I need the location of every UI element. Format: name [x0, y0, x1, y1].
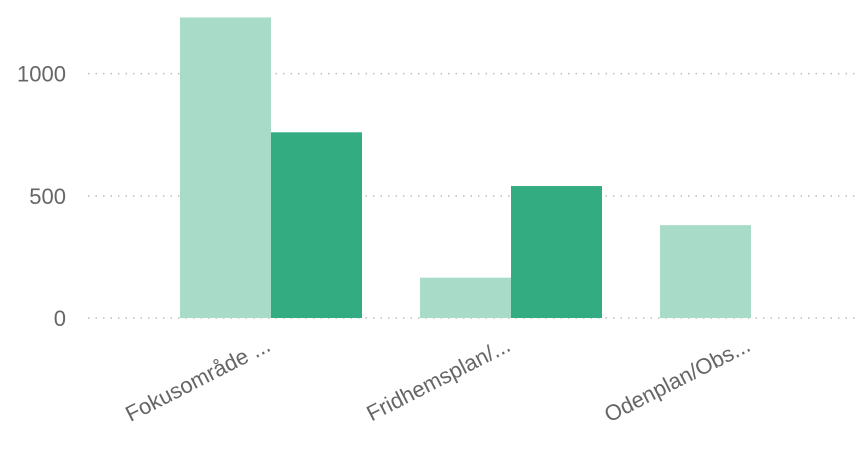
y-tick-label: 0: [54, 306, 66, 331]
bar-series1-1[interactable]: [420, 277, 511, 318]
y-axis: 0 500 1000: [17, 62, 66, 331]
x-tick-label: Fridhemsplan/...: [362, 332, 514, 426]
bars: [180, 17, 751, 319]
bar-series2-0[interactable]: [271, 132, 362, 318]
y-tick-label: 500: [29, 184, 66, 209]
x-tick-label: Fokusområde ...: [121, 332, 274, 426]
x-axis: Fokusområde ... Fridhemsplan/... Odenplan/…: [121, 332, 754, 427]
bar-series1-0[interactable]: [180, 17, 271, 319]
y-tick-label: 1000: [17, 62, 66, 87]
x-tick-label: Odenplan/Obs...: [600, 332, 754, 427]
bar-series1-2[interactable]: [660, 225, 751, 318]
bar-series2-1[interactable]: [511, 186, 602, 318]
